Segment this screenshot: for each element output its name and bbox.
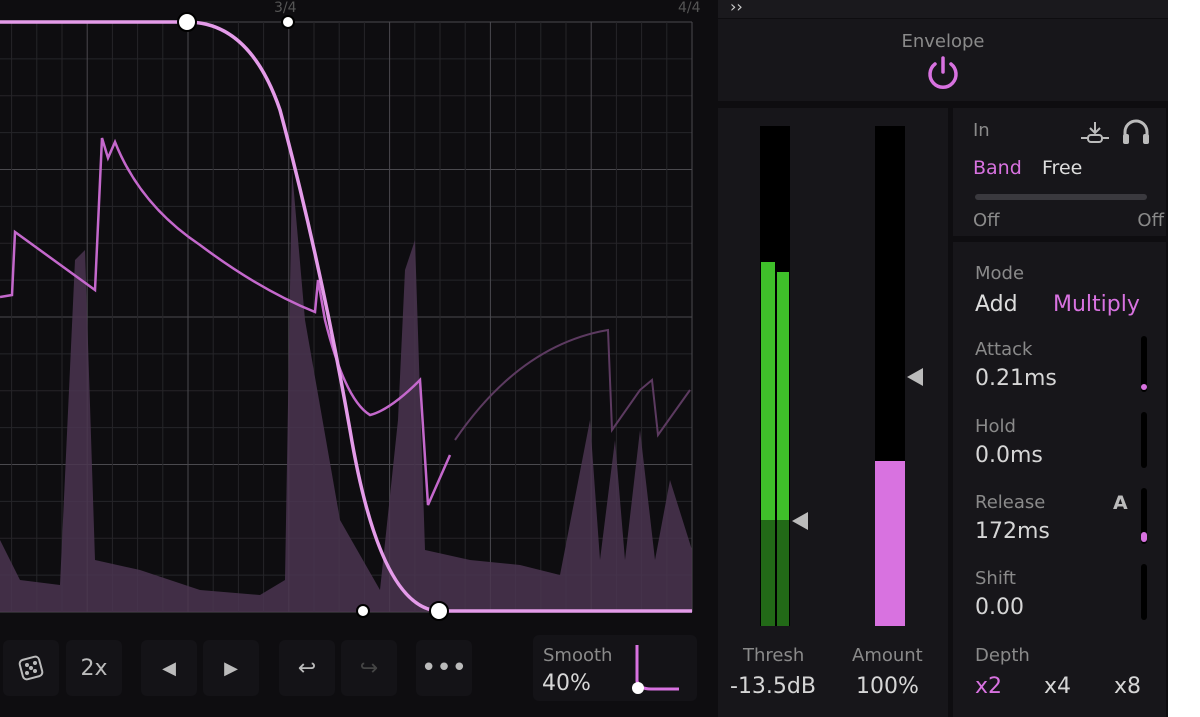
hold-slider[interactable] <box>1141 412 1147 468</box>
envelope-graph[interactable]: 3/4 4/4 <box>0 0 718 625</box>
thresh-value[interactable]: -13.5dB <box>730 674 816 699</box>
shift-right-button[interactable]: ▶ <box>203 640 259 696</box>
release-label: Release <box>975 492 1046 513</box>
panel-expand-button[interactable]: ›› <box>718 0 1168 18</box>
band-range-slider[interactable] <box>975 194 1147 200</box>
app: 3/4 4/4 2x ◀ ▶ ↩ ↪ ••• Smooth 40% ›› Env… <box>0 0 1168 717</box>
mode-label: Mode <box>975 263 1025 284</box>
release-value[interactable]: 172ms <box>975 519 1050 544</box>
shift-value[interactable]: 0.00 <box>975 595 1024 620</box>
redo-icon: ↪ <box>359 655 379 681</box>
input-meter <box>760 126 790 626</box>
dice-icon <box>18 655 44 681</box>
amount-meter[interactable] <box>875 126 905 626</box>
envelope-section: Envelope <box>718 19 1168 101</box>
thresh-label: Thresh <box>743 645 805 666</box>
smooth-value: 40% <box>542 671 591 696</box>
more-button[interactable]: ••• <box>416 640 472 696</box>
band-option[interactable]: Band <box>973 157 1022 179</box>
undo-button[interactable]: ↩ <box>279 640 335 696</box>
depth-option-x4[interactable]: x4 <box>1044 674 1072 699</box>
curve-handle <box>356 604 370 618</box>
redo-button[interactable]: ↪ <box>341 640 397 696</box>
envelope-shape-curve <box>0 20 692 613</box>
headphones-icon[interactable] <box>1121 118 1151 146</box>
hold-value[interactable]: 0.0ms <box>975 443 1043 468</box>
ruler-mark: 3/4 <box>274 0 297 16</box>
graph-canvas[interactable] <box>0 0 718 625</box>
mode-add[interactable]: Add <box>975 292 1018 317</box>
more-icon: ••• <box>420 653 467 683</box>
threshold-handle[interactable] <box>792 512 808 530</box>
amount-handle[interactable] <box>907 368 923 386</box>
depth-option-x2[interactable]: x2 <box>975 674 1003 699</box>
detector-curve-ghost <box>454 328 691 441</box>
mode-multiply[interactable]: Multiply <box>1053 292 1140 317</box>
params-section: Mode Add Multiply Attack 0.21ms Hold 0.0… <box>953 242 1166 717</box>
meters-section: Thresh -13.5dB Amount 100% <box>718 108 948 717</box>
waveform <box>0 170 692 612</box>
input-label: In <box>973 120 990 141</box>
amount-label: Amount <box>852 645 923 666</box>
curve-handle <box>281 15 295 29</box>
detector-curve <box>0 137 452 506</box>
undo-icon: ↩ <box>297 655 317 681</box>
curve-node <box>177 12 197 32</box>
attack-label: Attack <box>975 339 1033 360</box>
smooth-label: Smooth <box>543 645 613 666</box>
shift-label: Shift <box>975 568 1016 589</box>
triangle-left-icon: ◀ <box>162 657 176 679</box>
smooth-curve-icon <box>632 645 679 694</box>
release-auto-button[interactable]: A <box>1113 492 1128 514</box>
sidechain-icon[interactable] <box>1079 120 1111 146</box>
depth-option-x8[interactable]: x8 <box>1114 674 1142 699</box>
curve-node <box>429 601 449 621</box>
smooth-control[interactable]: Smooth 40% <box>533 635 697 701</box>
band-left-value: Off <box>973 210 1000 231</box>
randomize-button[interactable] <box>3 640 59 696</box>
shift-left-button[interactable]: ◀ <box>141 640 197 696</box>
triangle-right-icon: ▶ <box>224 657 238 679</box>
hold-label: Hold <box>975 416 1016 437</box>
attack-value[interactable]: 0.21ms <box>975 366 1057 391</box>
release-slider[interactable] <box>1141 488 1147 544</box>
double-button[interactable]: 2x <box>66 640 122 696</box>
power-icon[interactable] <box>923 52 963 92</box>
free-option[interactable]: Free <box>1042 157 1083 179</box>
amount-value[interactable]: 100% <box>856 674 919 699</box>
input-section: In Band Free Off Off <box>953 108 1166 236</box>
depth-label: Depth <box>975 645 1030 666</box>
ruler-mark: 4/4 <box>678 0 701 16</box>
attack-slider[interactable] <box>1141 336 1147 392</box>
envelope-title: Envelope <box>901 31 985 52</box>
shift-slider[interactable] <box>1141 564 1147 620</box>
band-right-value: Off <box>1137 210 1164 231</box>
